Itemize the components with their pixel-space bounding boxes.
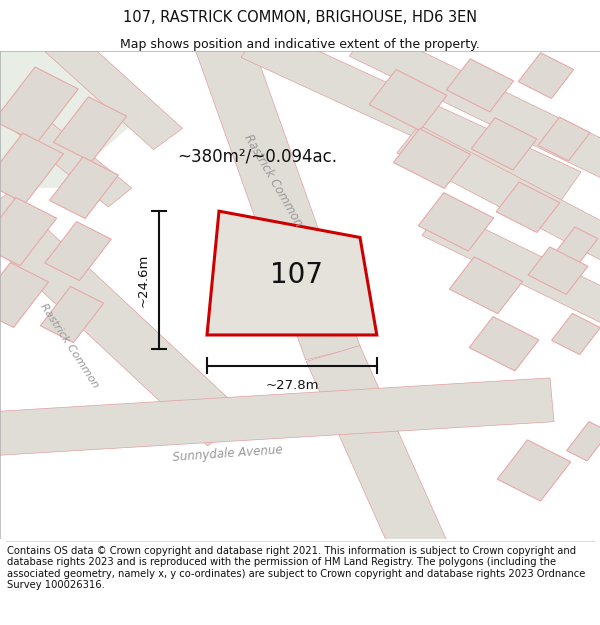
Polygon shape	[538, 118, 590, 161]
Text: ~27.8m: ~27.8m	[265, 379, 319, 392]
Polygon shape	[566, 422, 600, 461]
Polygon shape	[0, 198, 56, 266]
Polygon shape	[0, 133, 64, 203]
Text: Contains OS data © Crown copyright and database right 2021. This information is : Contains OS data © Crown copyright and d…	[7, 546, 586, 591]
Text: Map shows position and indicative extent of the property.: Map shows position and indicative extent…	[120, 39, 480, 51]
Polygon shape	[422, 208, 600, 323]
Polygon shape	[0, 262, 49, 328]
Polygon shape	[528, 247, 588, 294]
Polygon shape	[446, 59, 514, 112]
Polygon shape	[418, 192, 494, 251]
Polygon shape	[40, 286, 104, 342]
Polygon shape	[53, 97, 127, 162]
Polygon shape	[394, 129, 470, 188]
Polygon shape	[0, 193, 248, 446]
Polygon shape	[554, 227, 598, 266]
Text: Rastrick Common: Rastrick Common	[38, 302, 100, 390]
Text: Sunnydale Avenue: Sunnydale Avenue	[172, 443, 284, 464]
Text: ~24.6m: ~24.6m	[137, 253, 150, 307]
Polygon shape	[49, 157, 119, 219]
Polygon shape	[46, 31, 182, 149]
Text: Rastrick Common: Rastrick Common	[241, 132, 305, 229]
Polygon shape	[306, 346, 447, 556]
Polygon shape	[194, 35, 361, 360]
Polygon shape	[449, 257, 523, 314]
Polygon shape	[496, 182, 560, 232]
Polygon shape	[1, 100, 131, 207]
Polygon shape	[207, 211, 377, 335]
Polygon shape	[241, 26, 581, 204]
Polygon shape	[551, 314, 600, 354]
Polygon shape	[469, 317, 539, 371]
Polygon shape	[0, 378, 554, 456]
Polygon shape	[0, 67, 78, 142]
Polygon shape	[0, 51, 132, 187]
Polygon shape	[369, 69, 447, 131]
Polygon shape	[45, 222, 111, 281]
Polygon shape	[518, 52, 574, 99]
Polygon shape	[471, 118, 537, 170]
Text: ~380m²/~0.094ac.: ~380m²/~0.094ac.	[177, 147, 337, 165]
Polygon shape	[397, 125, 600, 260]
Text: 107: 107	[270, 261, 323, 289]
Polygon shape	[349, 27, 600, 178]
Text: 107, RASTRICK COMMON, BRIGHOUSE, HD6 3EN: 107, RASTRICK COMMON, BRIGHOUSE, HD6 3EN	[123, 10, 477, 25]
Polygon shape	[497, 440, 571, 501]
